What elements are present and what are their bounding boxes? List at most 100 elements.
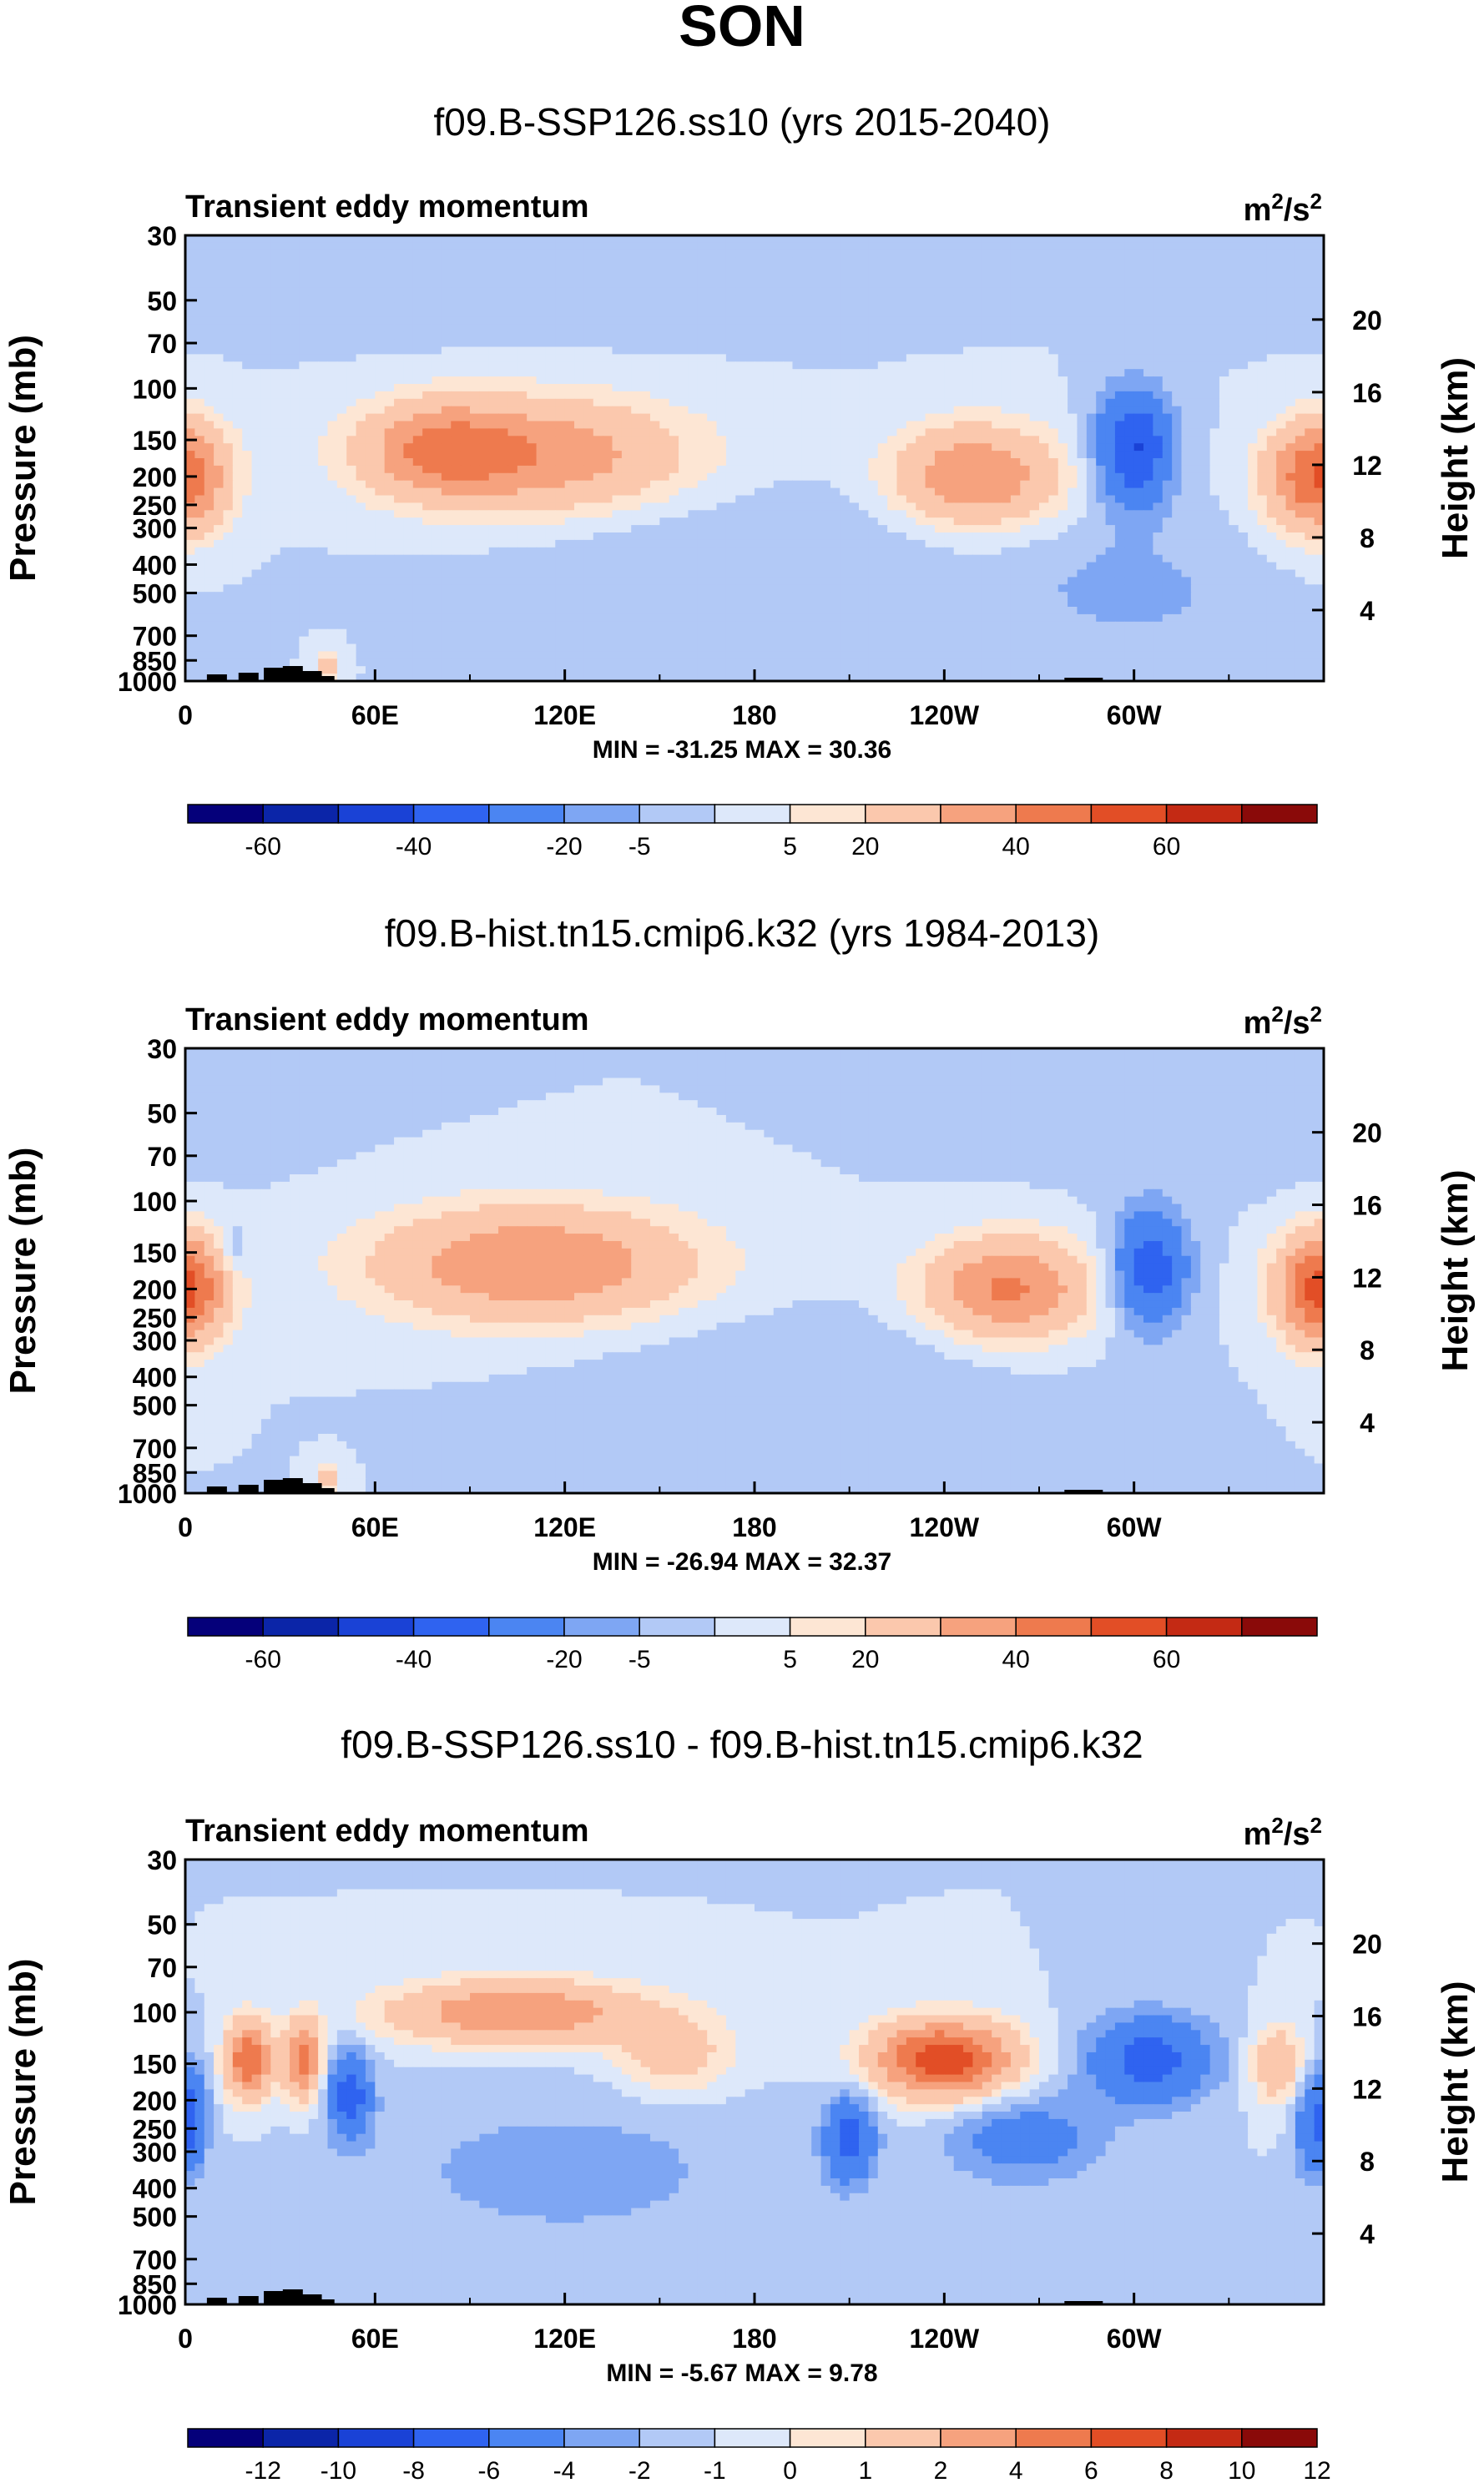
contour-cell bbox=[1219, 287, 1229, 295]
contour-cell bbox=[1058, 317, 1068, 326]
contour-cell bbox=[1239, 466, 1249, 474]
contour-cell bbox=[802, 310, 812, 318]
contour-cell bbox=[1096, 428, 1106, 437]
contour-cell bbox=[1048, 481, 1058, 489]
contour-cell bbox=[840, 243, 850, 251]
contour-cell bbox=[546, 399, 556, 407]
contour-cell bbox=[1011, 436, 1021, 444]
contour-cell bbox=[926, 488, 936, 497]
contour-cell bbox=[507, 428, 517, 437]
contour-cell bbox=[489, 473, 499, 482]
contour-cell bbox=[309, 347, 319, 356]
contour-cell bbox=[1239, 265, 1249, 274]
contour-cell bbox=[1200, 295, 1210, 303]
contour-cell bbox=[413, 243, 423, 251]
contour-cell bbox=[944, 361, 954, 370]
contour-cell bbox=[1267, 295, 1277, 303]
contour-cell bbox=[507, 250, 517, 259]
contour-cell bbox=[669, 488, 679, 497]
contour-cell bbox=[669, 384, 679, 392]
contour-cell bbox=[735, 280, 745, 288]
contour-cell bbox=[1002, 332, 1012, 341]
contour-cell bbox=[972, 317, 982, 326]
contour-cell bbox=[422, 414, 432, 422]
contour-cell bbox=[583, 376, 593, 385]
contour-cell bbox=[755, 287, 765, 295]
contour-cell bbox=[432, 340, 442, 348]
contour-cell bbox=[1096, 451, 1106, 459]
contour-cell bbox=[774, 302, 784, 310]
contour-cell bbox=[1239, 376, 1249, 385]
contour-cell bbox=[897, 473, 907, 482]
contour-cell bbox=[1124, 347, 1134, 356]
contour-cell bbox=[622, 310, 632, 318]
contour-cell bbox=[442, 473, 452, 482]
contour-cell bbox=[935, 428, 945, 437]
contour-cell bbox=[1267, 250, 1277, 259]
contour-cell bbox=[432, 458, 442, 467]
contour-cell bbox=[1239, 317, 1249, 326]
contour-cell bbox=[1163, 287, 1173, 295]
contour-cell bbox=[887, 369, 897, 377]
contour-cell bbox=[1115, 273, 1125, 281]
contour-cell bbox=[479, 399, 489, 407]
contour-cell bbox=[774, 258, 784, 266]
contour-cell bbox=[299, 376, 309, 385]
contour-cell bbox=[461, 436, 471, 444]
contour-cell bbox=[972, 391, 982, 400]
contour-cell bbox=[1276, 421, 1286, 430]
contour-cell bbox=[574, 265, 584, 274]
contour-cell bbox=[641, 399, 651, 407]
contour-cell bbox=[992, 243, 1002, 251]
contour-cell bbox=[859, 481, 869, 489]
contour-cell bbox=[403, 250, 413, 259]
contour-cell bbox=[517, 428, 527, 437]
contour-cell bbox=[926, 421, 936, 430]
contour-cell bbox=[622, 414, 632, 422]
contour-cell bbox=[878, 347, 888, 356]
contour-cell bbox=[840, 473, 850, 482]
contour-cell bbox=[337, 250, 347, 259]
contour-cell bbox=[290, 369, 300, 377]
contour-cell bbox=[555, 481, 565, 489]
contour-cell bbox=[527, 428, 537, 437]
contour-cell bbox=[830, 458, 840, 467]
contour-cell bbox=[194, 428, 204, 437]
contour-cell bbox=[1219, 317, 1229, 326]
contour-cell bbox=[546, 340, 556, 348]
contour-cell bbox=[982, 436, 992, 444]
contour-cell bbox=[1200, 361, 1210, 370]
contour-cell bbox=[242, 384, 252, 392]
contour-cell bbox=[735, 302, 745, 310]
contour-cell bbox=[185, 361, 195, 370]
contour-cell bbox=[783, 258, 793, 266]
contour-cell bbox=[185, 347, 195, 356]
contour-cell bbox=[659, 458, 669, 467]
contour-cell bbox=[1276, 406, 1286, 415]
contour-cell bbox=[830, 325, 840, 333]
contour-cell bbox=[1002, 258, 1012, 266]
contour-cell bbox=[546, 243, 556, 251]
contour-cell bbox=[1020, 399, 1030, 407]
contour-cell bbox=[280, 436, 290, 444]
contour-cell bbox=[935, 302, 945, 310]
contour-cell bbox=[1106, 325, 1116, 333]
contour-cell bbox=[242, 317, 252, 326]
contour-cell bbox=[1191, 376, 1201, 385]
contour-cell bbox=[1248, 443, 1258, 452]
contour-cell bbox=[422, 250, 432, 259]
contour-cell bbox=[897, 414, 907, 422]
contour-cell bbox=[507, 384, 517, 392]
contour-cell bbox=[1219, 384, 1229, 392]
contour-cell bbox=[1172, 325, 1182, 333]
contour-cell bbox=[223, 243, 233, 251]
contour-cell bbox=[1030, 414, 1040, 422]
contour-cell bbox=[1143, 354, 1153, 362]
contour-cell bbox=[261, 287, 271, 295]
contour-cell bbox=[290, 421, 300, 430]
contour-cell bbox=[1286, 436, 1296, 444]
contour-cell bbox=[745, 451, 755, 459]
contour-cell bbox=[375, 325, 385, 333]
contour-cell bbox=[413, 295, 423, 303]
contour-cell bbox=[1182, 428, 1192, 437]
